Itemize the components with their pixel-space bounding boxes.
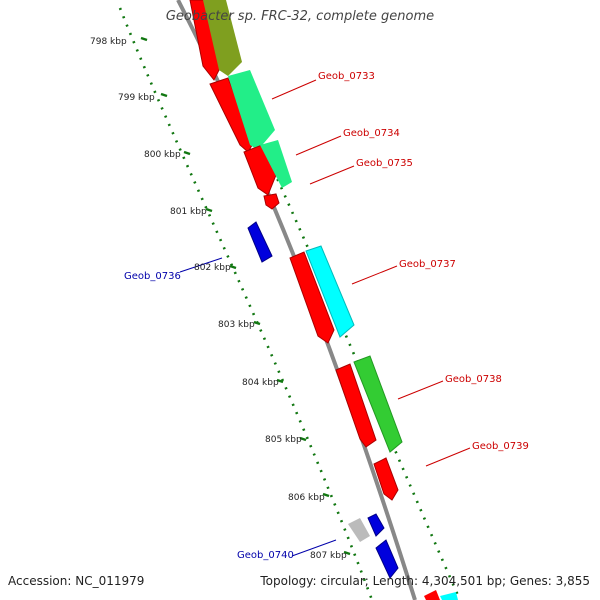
gene-label-geob_0734[interactable]: Geob_0734	[343, 128, 400, 139]
gene-geob_0733[interactable]	[209, 70, 275, 153]
gene-bottom-partial	[424, 590, 458, 600]
gene-label-geob_0733[interactable]: Geob_0733	[318, 71, 375, 82]
gene-label-geob_0735[interactable]: Geob_0735	[356, 158, 413, 169]
kbp-label-803: 803 kbp	[218, 320, 255, 330]
inner-scale-dots	[253, 129, 462, 600]
gene-geob_0737[interactable]	[289, 245, 355, 344]
outer-scale-dots	[118, 7, 374, 600]
gene-label-geob_0738[interactable]: Geob_0738	[445, 374, 502, 385]
kbp-label-807: 807 kbp	[310, 551, 347, 561]
gene-labels: Geob_0733 Geob_0734 Geob_0735 Geob_0736 …	[124, 71, 529, 561]
gene-geob_0734[interactable]	[243, 140, 292, 196]
kbp-labels: 798 kbp 799 kbp 800 kbp 801 kbp 802 kbp …	[90, 37, 347, 561]
gene-geob_0738[interactable]	[335, 355, 403, 453]
gene-label-geob_0739[interactable]: Geob_0739	[472, 441, 529, 452]
gene-geob_0739[interactable]	[373, 457, 399, 501]
gene-geob_0736[interactable]	[247, 221, 273, 263]
gene-geob_0732[interactable]	[189, 0, 242, 81]
kbp-label-805: 805 kbp	[265, 435, 302, 445]
genome-title: Geobacter sp. FRC-32, complete genome	[165, 9, 435, 24]
kbp-label-804: 804 kbp	[242, 378, 279, 388]
kbp-label-800: 800 kbp	[144, 150, 181, 160]
kbp-label-798: 798 kbp	[90, 37, 127, 47]
kbp-label-806: 806 kbp	[288, 493, 325, 503]
gene-geob_0740[interactable]	[348, 513, 399, 579]
gene-label-geob_0740[interactable]: Geob_0740	[237, 550, 294, 561]
gene-geob_0735[interactable]	[263, 193, 280, 210]
genome-stats-text: Topology: circular; Length: 4,304,501 bp…	[260, 574, 590, 588]
kbp-label-802: 802 kbp	[194, 263, 231, 273]
accession-text: Accession: NC_011979	[8, 574, 145, 588]
kbp-ticks	[140, 36, 351, 556]
gene-label-geob_0737[interactable]: Geob_0737	[399, 259, 456, 270]
gene-label-geob_0736[interactable]: Geob_0736	[124, 271, 181, 282]
kbp-label-801: 801 kbp	[170, 207, 207, 217]
kbp-label-799: 799 kbp	[118, 93, 155, 103]
leader-lines	[179, 79, 471, 557]
